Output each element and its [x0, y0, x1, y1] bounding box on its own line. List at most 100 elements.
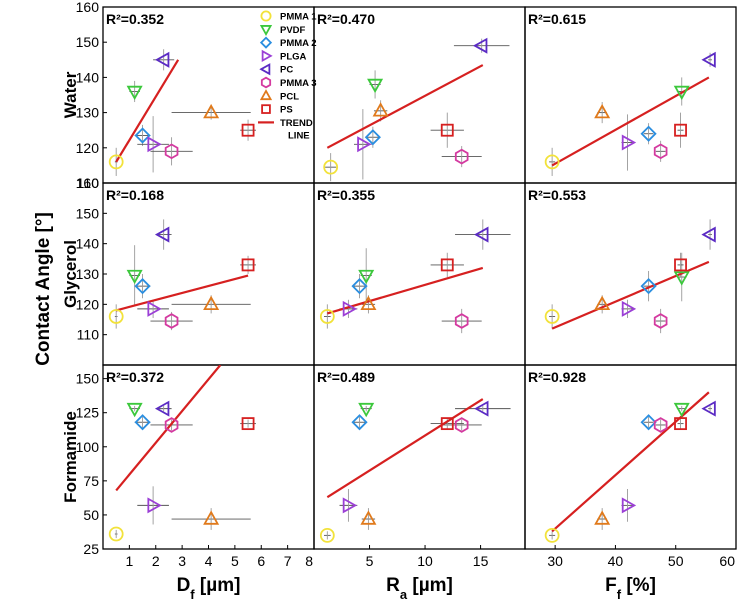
- legend-marker: [260, 76, 272, 89]
- legend-label: PS: [280, 105, 293, 116]
- point-pvdf: [673, 402, 690, 418]
- point-pmma-3: [454, 148, 469, 165]
- x-tick-label: 6: [257, 553, 265, 569]
- y-tick-label: 130: [76, 105, 100, 121]
- legend-marker: [261, 49, 273, 63]
- point-pmma-2: [351, 278, 368, 295]
- r-squared-label: R²=0.615: [528, 11, 586, 27]
- legend: PMMA 1 PVDF PMMA 2 PLGA PC PMMA 3 PCL PS TREND LI…: [258, 10, 317, 142]
- legend-marker: [260, 10, 272, 22]
- point-pmma-2: [364, 129, 381, 146]
- point-pcl: [203, 510, 220, 525]
- point-pcl: [203, 295, 220, 311]
- point-pmma-1: [108, 526, 124, 542]
- point-pmma-2: [351, 414, 368, 431]
- point-ps: [440, 258, 454, 272]
- y-tick-label: 150: [76, 34, 100, 50]
- y-tick-label: 140: [76, 69, 100, 85]
- y-tick-label: 110: [77, 175, 100, 191]
- point-pvdf: [358, 269, 375, 285]
- trend-line: [551, 76, 710, 167]
- point-pmma-3: [454, 313, 469, 329]
- legend-label: PLGA: [280, 51, 307, 62]
- point-pc: [474, 226, 489, 243]
- x-tick-label: 10: [417, 553, 433, 569]
- x-tick-label: 3: [178, 553, 186, 569]
- r-squared-label: R²=0.355: [317, 187, 375, 203]
- panel-glycerol-r: R²=0.355: [313, 182, 526, 366]
- trend-line: [326, 398, 484, 499]
- trend-line: [115, 274, 249, 312]
- legend-entry-pcl: PCL: [259, 89, 299, 102]
- point-pcl: [594, 103, 611, 119]
- trend-line: [115, 365, 222, 492]
- point-pmma-2: [134, 414, 151, 431]
- legend-entry-pmma-1: PMMA 1: [260, 10, 317, 23]
- point-pmma-1: [544, 309, 560, 324]
- point-pvdf: [126, 85, 143, 101]
- point-pcl: [594, 510, 611, 525]
- point-ps: [674, 123, 687, 137]
- legend-label: PMMA 2: [280, 38, 317, 49]
- panel-frame: [102, 364, 315, 550]
- y-tick-label: 120: [76, 296, 100, 312]
- legend-label: PMMA 1: [280, 12, 317, 23]
- panel-frame: [313, 364, 526, 550]
- panel-glycerol-f: R²=0.553: [524, 182, 737, 366]
- legend-entry-pc: PC: [259, 63, 293, 76]
- panel-plot-area: [544, 391, 716, 543]
- trend-line: [326, 64, 484, 149]
- point-pcl: [372, 102, 389, 117]
- trend-line: [327, 266, 484, 315]
- panel-water-f: R²=0.615: [524, 6, 737, 184]
- point-pcl: [594, 295, 611, 311]
- x-tick-label: 1: [125, 553, 133, 569]
- point-pmma-1: [544, 154, 560, 170]
- y-tick-label: 160: [76, 175, 100, 191]
- point-pmma-1: [319, 309, 335, 324]
- x-tick-label: 5: [366, 553, 374, 569]
- legend-entry-pmma-2: PMMA 2: [259, 36, 317, 49]
- x-axis-label-f: Ff [%]: [605, 575, 656, 602]
- r-squared-label: R²=0.168: [106, 187, 164, 203]
- panel-plot-area: [544, 219, 716, 334]
- point-plga: [621, 497, 637, 514]
- point-pmma-3: [454, 417, 469, 433]
- y-axis-label: Contact Angle [°]: [33, 212, 54, 366]
- row-label-formamide: Formamide: [61, 411, 80, 503]
- point-pc: [701, 400, 716, 417]
- x-tick-label: 50: [668, 553, 684, 569]
- x-tick-label: 2: [152, 553, 160, 569]
- r-squared-label: R²=0.489: [317, 369, 375, 385]
- point-pvdf: [126, 402, 143, 418]
- panel-frame: [524, 364, 737, 550]
- legend-entry-pmma-3: PMMA 3: [260, 76, 317, 89]
- y-tick-label: 110: [77, 327, 100, 343]
- panel-plot-area: [323, 37, 510, 182]
- x-tick-label: 4: [205, 553, 213, 569]
- point-pcl: [203, 103, 220, 119]
- point-plga: [147, 497, 162, 514]
- point-ps: [440, 417, 454, 431]
- point-ps: [674, 258, 687, 272]
- panel-frame: [313, 182, 526, 366]
- y-tick-label: 25: [83, 541, 99, 557]
- point-pmma-3: [653, 313, 668, 329]
- point-pmma-1: [108, 309, 124, 324]
- legend-entry-trend-line: TREND LINE: [258, 118, 313, 142]
- r-squared-label: R²=0.352: [106, 11, 164, 27]
- point-ps: [241, 417, 255, 431]
- x-axis-label-d: Df [µm]: [177, 575, 241, 602]
- x-tick-label: 60: [719, 553, 735, 569]
- y-tick-label: 130: [76, 266, 100, 282]
- panel-glycerol-d: 110 120 130 140 150 160 R²=0.168 Glycerol: [61, 175, 315, 366]
- point-pmma-1: [323, 159, 339, 175]
- point-pmma-3: [653, 417, 668, 433]
- legend-label: PVDF: [280, 25, 306, 36]
- legend-entry-ps: PS: [261, 104, 293, 116]
- r-squared-label: R²=0.928: [528, 369, 586, 385]
- point-pmma-1: [544, 527, 560, 543]
- x-axis-label-r: Ra [µm]: [386, 575, 453, 602]
- point-plga: [621, 134, 637, 151]
